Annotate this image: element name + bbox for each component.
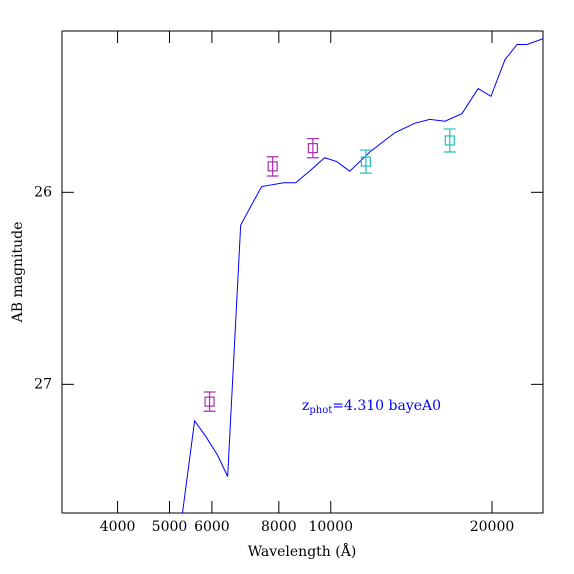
photometry-point xyxy=(266,156,279,177)
photometry-point xyxy=(306,137,319,159)
x-axis-label: Wavelength (Å) xyxy=(248,542,357,560)
error-bar xyxy=(443,128,456,153)
plot-area xyxy=(181,38,543,513)
sed-line xyxy=(181,38,543,513)
y-axis-label: AB magnitude xyxy=(10,222,26,324)
photometry-point xyxy=(203,391,216,412)
annotation-subscript: phot xyxy=(309,405,332,416)
x-tick-label: 5000 xyxy=(152,519,188,535)
x-tick-label: 8000 xyxy=(261,519,297,535)
y-tick-label: 27 xyxy=(34,376,52,392)
photometry-point xyxy=(359,149,372,174)
error-bar xyxy=(306,137,319,159)
annotation-text: =4.310 bayeA0 xyxy=(332,398,441,414)
annotation-text: z xyxy=(302,398,309,414)
x-tick-label: 6000 xyxy=(194,519,230,535)
y-tick-label: 26 xyxy=(34,184,52,200)
x-tick-label: 4000 xyxy=(100,519,136,535)
error-bar xyxy=(203,391,216,412)
annotation: zphot=4.310 bayeA0 xyxy=(302,398,441,416)
x-tick-label: 10000 xyxy=(308,519,353,535)
plot-frame xyxy=(61,30,544,514)
error-bar xyxy=(359,149,372,174)
x-tick-label: 20000 xyxy=(470,519,515,535)
photometry-point xyxy=(443,128,456,153)
error-bar xyxy=(266,156,279,177)
